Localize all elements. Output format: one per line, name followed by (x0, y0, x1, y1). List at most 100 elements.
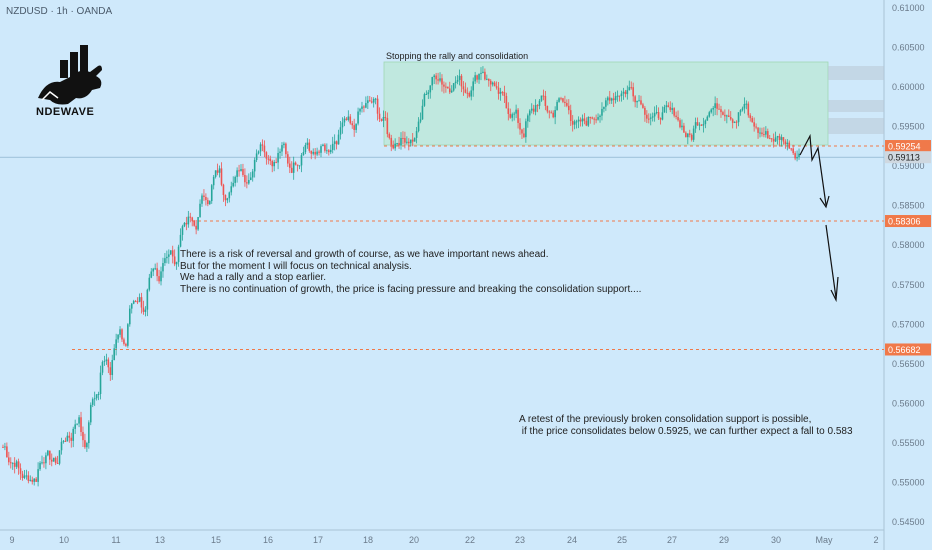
y-tick-label: 0.60000 (892, 82, 925, 92)
candle-body (710, 109, 713, 113)
candle-body (398, 143, 400, 146)
candle-body (15, 461, 18, 467)
candle-body (638, 100, 640, 102)
candle-body (733, 121, 736, 123)
candle-body (156, 268, 158, 277)
candle-body (435, 75, 437, 80)
candle-body (66, 435, 69, 442)
candle-body (316, 151, 318, 155)
candle-body (242, 169, 244, 175)
candle-body (277, 152, 279, 163)
candle-body (605, 100, 607, 107)
candle-body (400, 137, 402, 146)
candle-body (148, 277, 151, 290)
candle-body (503, 92, 506, 97)
candle-body (193, 221, 195, 226)
candle-body (279, 151, 281, 153)
candle-body (722, 112, 724, 115)
candle-body (185, 222, 188, 225)
candle-body (19, 468, 22, 474)
candle-body (788, 142, 791, 149)
candle-body (318, 151, 320, 153)
candle-body (657, 112, 660, 119)
y-tick-label: 0.60500 (892, 42, 925, 52)
candle-body (564, 101, 566, 104)
candle-body (558, 98, 560, 102)
candle-body (62, 440, 65, 442)
x-tick-label: 24 (567, 535, 577, 545)
candle-body (560, 98, 562, 100)
candle-body (778, 136, 781, 140)
candle-body (263, 145, 266, 153)
candle-body (152, 268, 155, 272)
y-tick-label: 0.57500 (892, 280, 925, 290)
candle-body (220, 168, 223, 185)
candle-body (6, 446, 8, 458)
candle-body (770, 138, 773, 140)
candle-body (95, 394, 98, 399)
candle-body (614, 96, 617, 101)
candle-body (384, 117, 387, 119)
candle-body (101, 361, 104, 373)
candle-body (491, 82, 494, 85)
candle-body (774, 137, 777, 142)
candle-body (681, 125, 683, 128)
candle-body (468, 92, 471, 97)
candle-body (458, 75, 461, 81)
candle-body (634, 96, 636, 103)
x-tick-label: 18 (363, 535, 373, 545)
candle-body (43, 462, 45, 464)
candle-body (261, 144, 264, 146)
candle-body (107, 359, 110, 368)
candle-body (427, 92, 430, 95)
candle-body (345, 118, 348, 120)
candle-body (757, 127, 759, 133)
candle-body (275, 161, 277, 163)
candle-body (109, 367, 112, 375)
level-price-tag (885, 215, 931, 228)
candle-body (97, 393, 100, 395)
candle-body (517, 109, 519, 123)
candle-body (581, 118, 584, 122)
y-tick-label: 0.54500 (892, 517, 925, 527)
x-tick-label: 25 (617, 535, 627, 545)
candle-body (776, 136, 779, 138)
candle-body (177, 246, 180, 263)
candle-body (355, 123, 357, 130)
candle-body (425, 94, 428, 96)
candle-body (667, 105, 670, 108)
candle-body (64, 440, 67, 442)
candle-body (78, 417, 80, 424)
candle-body (253, 160, 256, 172)
candle-body (322, 144, 324, 147)
candle-body (487, 78, 490, 81)
candle-body (649, 117, 652, 119)
candle-body (406, 141, 408, 143)
candle-body (11, 462, 14, 464)
candle-body (647, 118, 650, 120)
candle-body (677, 117, 679, 121)
candle-body (173, 256, 176, 265)
candle-body (663, 106, 666, 113)
candle-body (482, 71, 484, 73)
candle-body (566, 103, 568, 106)
candle-body (214, 170, 217, 177)
candle-body (390, 137, 393, 145)
candle-body (573, 121, 576, 125)
candle-body (68, 435, 71, 438)
candle-body (49, 450, 51, 460)
candle-body (144, 309, 147, 312)
candle-body (450, 90, 453, 93)
candle-body (74, 424, 76, 429)
y-tick-label: 0.59000 (892, 161, 925, 171)
candle-body (546, 105, 549, 112)
candle-body (363, 106, 365, 108)
candle-body (341, 122, 344, 128)
x-tick-label: 15 (211, 535, 221, 545)
candle-body (331, 143, 334, 150)
candle-body (89, 404, 92, 423)
candle-body (70, 437, 73, 441)
candle-body (166, 256, 168, 259)
candle-body (171, 250, 174, 257)
candle-body (158, 276, 160, 282)
